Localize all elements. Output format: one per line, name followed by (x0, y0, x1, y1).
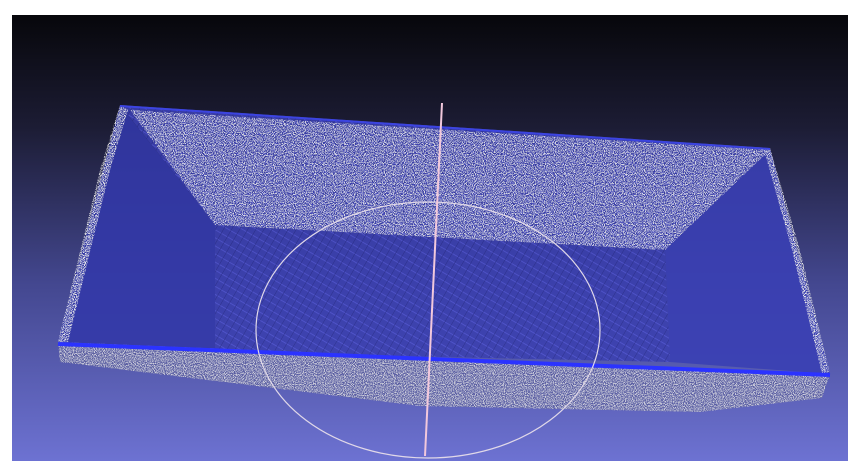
floor (215, 225, 670, 362)
right-edge-speckle (764, 148, 830, 374)
back-wall-speckle (130, 110, 770, 250)
left-wall (58, 105, 215, 352)
trackball-circle (255, 201, 601, 459)
trackball (255, 102, 601, 459)
front-edge (57, 342, 831, 377)
trackball-axis (424, 102, 443, 457)
front-speckle (58, 342, 830, 412)
right-wall (665, 148, 830, 374)
top-edge (119, 105, 771, 150)
left-edge-speckle (58, 105, 128, 342)
point-cloud (57, 105, 831, 412)
